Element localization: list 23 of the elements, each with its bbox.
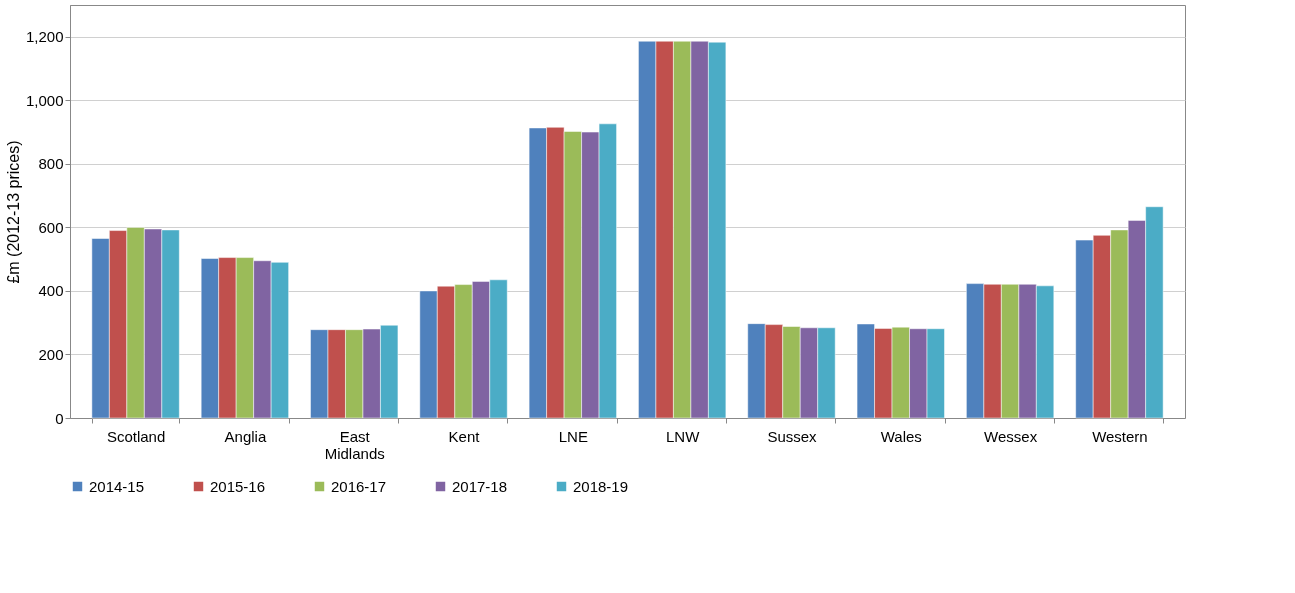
y-axis-title: £m (2012-13 prices) [4, 140, 22, 284]
legend-label: 2015-16 [210, 477, 266, 495]
legend-label: 2016-17 [331, 477, 387, 495]
x-tick-label: Sussex [767, 427, 818, 445]
y-tick-label: 1,200 [25, 28, 64, 46]
y-tick-label: 400 [38, 282, 64, 300]
x-tick-label: Western [1092, 427, 1148, 445]
legend-label: 2018-19 [573, 477, 629, 495]
y-tick-label: 800 [38, 155, 64, 173]
x-tick-label: East Midlands [324, 427, 385, 462]
legend-label: 2017-18 [452, 477, 508, 495]
y-tick-label: 200 [38, 345, 64, 363]
x-tick-label: Anglia [224, 427, 267, 445]
x-tick-label: Wales [880, 427, 922, 445]
x-tick-label: Kent [448, 427, 481, 445]
y-tick-label: 1,000 [25, 91, 64, 109]
y-tick-label: 600 [38, 218, 64, 236]
legend-label: 2014-15 [89, 477, 145, 495]
y-tick-label: 0 [55, 409, 64, 427]
x-tick-label: Scotland [106, 427, 166, 445]
x-tick-label: LNE [558, 427, 588, 445]
x-tick-label: LNW [665, 427, 701, 445]
x-tick-label: Wessex [984, 427, 1038, 445]
